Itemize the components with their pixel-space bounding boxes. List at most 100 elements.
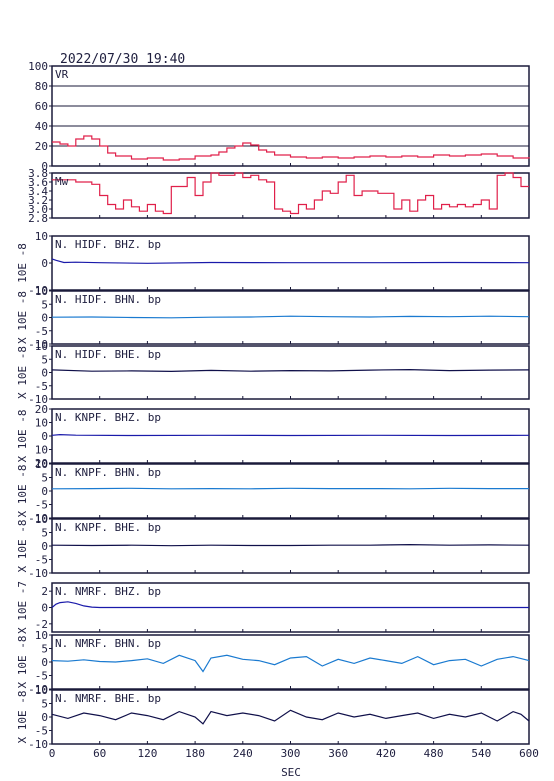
chart-panel: 2 0 -2 N. NMRF. BHZ. bp X 10E -7 <box>16 581 530 634</box>
chart-panel: 3.83.63.43.23.02.8 Mw <box>28 167 530 225</box>
y-tick-label: -10 <box>28 284 48 297</box>
y-tick-label: -5 <box>35 670 48 683</box>
panel-label: N. HIDF. BHZ. bp <box>55 238 161 251</box>
y-axis-label: X 10E -8 <box>16 691 29 744</box>
y-tick-label: 0 <box>41 257 48 270</box>
y-tick-label: 3.4 <box>28 185 48 198</box>
y-tick-label: 3.6 <box>28 176 48 189</box>
y-tick-label: 0 <box>41 711 48 724</box>
y-tick-label: 0 <box>41 312 48 325</box>
y-tick-label: -5 <box>35 725 48 738</box>
y-tick-label: 0 <box>41 485 48 498</box>
panel-label: N. KNPF. BHZ. bp <box>55 411 161 424</box>
y-tick-label: -10 <box>28 338 48 351</box>
x-tick-label: 120 <box>137 747 157 760</box>
y-tick-label: 3.2 <box>28 194 48 207</box>
y-axis-label: 10E -8 <box>16 243 29 283</box>
y-tick-label: 5 <box>41 643 48 656</box>
y-tick-label: 10 <box>35 458 48 471</box>
series-line <box>51 433 530 437</box>
y-tick-label: 0 <box>41 160 48 173</box>
panel-label: N. NMRF. BHE. bp <box>55 692 161 705</box>
y-tick-label: 80 <box>35 80 48 93</box>
series-line <box>51 487 529 490</box>
y-tick-label: 2 <box>41 585 48 598</box>
x-tick-label: 480 <box>424 747 444 760</box>
y-tick-label: 10 <box>35 230 48 243</box>
y-tick-label: 10 <box>35 444 48 457</box>
panel-label: N. HIDF. BHE. bp <box>55 348 161 361</box>
panel-label: N. HIDF. BHN. bp <box>55 293 161 306</box>
y-tick-label: 0 <box>41 602 48 615</box>
y-tick-label: 0 <box>41 656 48 669</box>
series-line <box>51 315 530 319</box>
series-line <box>51 368 530 373</box>
x-tick-label: 0 <box>49 747 56 760</box>
y-tick-label: 10 <box>35 340 48 353</box>
series-line <box>52 172 529 215</box>
x-tick-label: 360 <box>328 747 348 760</box>
x-tick-label: 240 <box>233 747 253 760</box>
series-line <box>51 258 530 264</box>
y-tick-label: 60 <box>35 100 48 113</box>
series-line <box>51 601 529 609</box>
series-line <box>51 654 530 673</box>
timestamp-label: 2022/07/30 19:40 <box>60 52 185 67</box>
y-tick-label: -5 <box>35 499 48 512</box>
x-axis: 0 60 120 180 240 300 360 420 480 540 600 <box>49 747 539 760</box>
series-line <box>51 709 530 725</box>
y-tick-label: 10 <box>35 684 48 697</box>
y-axis-label: X 10E -8 <box>16 410 29 463</box>
x-tick-label: 180 <box>185 747 205 760</box>
series-line <box>51 543 530 547</box>
chart-panel: 100 80 60 40 20 0 VR <box>28 60 530 173</box>
y-axis-label: X 10E -7 <box>16 581 29 634</box>
chart-panel: 10 0 -10 N. HIDF. BHZ. bp 10E -8 <box>16 230 530 297</box>
y-tick-label: 3.8 <box>28 167 48 180</box>
x-tick-label: 540 <box>471 747 491 760</box>
y-axis-label: X 10E -8 <box>16 465 29 518</box>
panel-frame <box>51 65 530 167</box>
y-tick-label: 20 <box>35 140 48 153</box>
y-tick-label: -10 <box>28 567 48 580</box>
y-tick-label: 5 <box>41 353 48 366</box>
panel-label: N. NMRF. BHN. bp <box>55 637 161 650</box>
x-axis-label: SEC <box>281 766 301 779</box>
y-tick-label: 10 <box>35 417 48 430</box>
y-tick-label: 5 <box>41 472 48 485</box>
panel-label: N. KNPF. BHN. bp <box>55 466 161 479</box>
y-tick-label: 0 <box>41 367 48 380</box>
y-axis-label: X 10E -8 <box>16 636 29 689</box>
y-tick-label: 5 <box>41 698 48 711</box>
y-axis-label: X 10E -8 <box>16 291 29 344</box>
panel-label: VR <box>55 68 69 81</box>
panel-label: Mw <box>55 175 69 188</box>
y-tick-label: 40 <box>35 120 48 133</box>
y-tick-label: 20 <box>35 403 48 416</box>
y-tick-label: -2 <box>35 618 48 631</box>
y-tick-label: -5 <box>35 554 48 567</box>
y-tick-label: 20 <box>35 457 48 470</box>
y-tick-label: 2.8 <box>28 212 48 225</box>
x-tick-label: 600 <box>519 747 539 760</box>
y-tick-label: -10 <box>28 393 48 406</box>
y-tick-label: -10 <box>28 738 48 751</box>
y-axis-label: X 10E -8 <box>16 520 29 573</box>
y-tick-label: 0 <box>41 430 48 443</box>
x-tick-label: 420 <box>376 747 396 760</box>
y-tick-label: -5 <box>35 380 48 393</box>
y-tick-label: -10 <box>28 683 48 696</box>
series-line <box>52 135 530 161</box>
y-tick-label: 10 <box>35 629 48 642</box>
y-tick-label: -5 <box>35 325 48 338</box>
panel-label: N. NMRF. BHZ. bp <box>55 585 161 598</box>
y-tick-label: 10 <box>35 513 48 526</box>
